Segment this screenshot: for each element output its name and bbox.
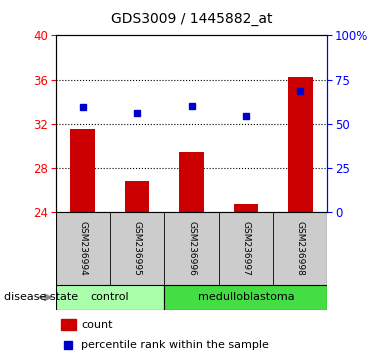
Bar [164, 285, 327, 310]
Bar [61, 319, 76, 330]
Text: GDS3009 / 1445882_at: GDS3009 / 1445882_at [111, 12, 272, 27]
Text: disease state: disease state [4, 292, 78, 302]
Text: GSM236996: GSM236996 [187, 221, 196, 276]
Text: GSM236995: GSM236995 [133, 221, 142, 276]
Text: count: count [81, 320, 113, 330]
Text: GSM236997: GSM236997 [241, 221, 250, 276]
Bar [70, 130, 95, 212]
Bar [125, 181, 149, 212]
Text: medulloblastoma: medulloblastoma [198, 292, 294, 302]
Text: GSM236994: GSM236994 [78, 221, 87, 276]
Text: GSM236998: GSM236998 [296, 221, 305, 276]
Bar [56, 285, 164, 310]
Bar [234, 204, 258, 212]
Bar [288, 78, 313, 212]
Text: control: control [91, 292, 129, 302]
Text: percentile rank within the sample: percentile rank within the sample [81, 340, 269, 350]
Bar [179, 152, 204, 212]
